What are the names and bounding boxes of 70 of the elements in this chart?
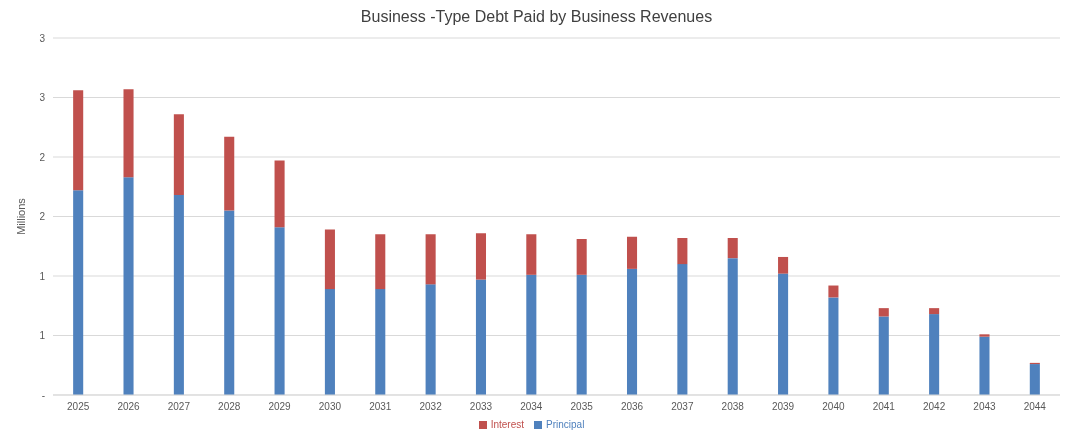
x-tick-label: 2040: [822, 401, 845, 413]
bar: [73, 190, 84, 395]
x-tick-label: 2025: [67, 401, 90, 413]
bar: [324, 289, 335, 395]
x-tick-label: 2044: [1023, 401, 1047, 413]
x-tick-label: 2041: [872, 401, 896, 413]
bar: [576, 274, 587, 395]
bar: [1029, 364, 1040, 395]
bar: [878, 308, 889, 317]
x-tick-label: 2027: [167, 401, 191, 413]
bar: [375, 289, 386, 395]
y-tick-label: 1: [39, 330, 46, 342]
y-axis-title: Millions: [14, 197, 27, 235]
bar: [929, 314, 940, 395]
bar: [375, 234, 386, 290]
y-tick-label: -: [41, 389, 45, 401]
legend-label: Interest: [490, 419, 524, 430]
x-tick-label: 2043: [973, 401, 997, 413]
x-tick-label: 2034: [520, 401, 543, 413]
bar: [727, 258, 738, 395]
bar: [576, 239, 587, 275]
bar: [224, 210, 235, 395]
bar: [123, 89, 134, 178]
bar: [626, 236, 638, 269]
bar: [123, 177, 134, 395]
bar: [626, 268, 638, 395]
y-tick-label: 1: [39, 270, 46, 282]
bar: [778, 256, 789, 274]
bar: [224, 136, 235, 211]
bar: [677, 237, 688, 265]
bar: [274, 227, 285, 395]
bar: [73, 90, 84, 191]
bar: [475, 233, 487, 280]
y-tick-label: 3: [39, 32, 46, 44]
x-tick-label: 2037: [671, 401, 694, 413]
bar: [828, 297, 839, 395]
bar: [526, 234, 537, 275]
bar: [979, 336, 990, 395]
bar: [727, 237, 738, 259]
y-tick-label: 3: [39, 92, 46, 104]
bar: [173, 195, 184, 395]
y-tick-label: 2: [39, 151, 46, 163]
bar: [526, 274, 537, 395]
x-tick-label: 2029: [268, 401, 292, 413]
bar: [677, 264, 688, 395]
bar: [778, 273, 789, 395]
bar: [979, 334, 990, 337]
x-tick-label: 2030: [318, 401, 342, 413]
x-tick-label: 2039: [771, 401, 795, 413]
bar: [929, 308, 940, 315]
legend-label: Principal: [546, 419, 585, 430]
x-tick-label: 2036: [620, 401, 644, 413]
bar: [274, 160, 285, 228]
bar: [324, 229, 335, 290]
bar: [425, 284, 436, 395]
bar: [173, 114, 184, 196]
chart-title: Business -Type Debt Paid by Business Revenues: [359, 8, 714, 27]
x-tick-label: 2028: [218, 401, 241, 413]
y-tick-label: 2: [39, 211, 46, 223]
x-tick-label: 2033: [469, 401, 493, 413]
bar: [475, 279, 487, 395]
x-tick-label: 2035: [570, 401, 594, 413]
x-tick-label: 2038: [721, 401, 745, 413]
bar: [425, 234, 436, 285]
bar: [828, 285, 839, 298]
x-tick-label: 2032: [419, 401, 443, 413]
x-tick-label: 2026: [117, 401, 141, 413]
bar: [878, 316, 889, 395]
x-tick-label: 2031: [369, 401, 392, 413]
x-tick-label: 2042: [923, 401, 946, 413]
